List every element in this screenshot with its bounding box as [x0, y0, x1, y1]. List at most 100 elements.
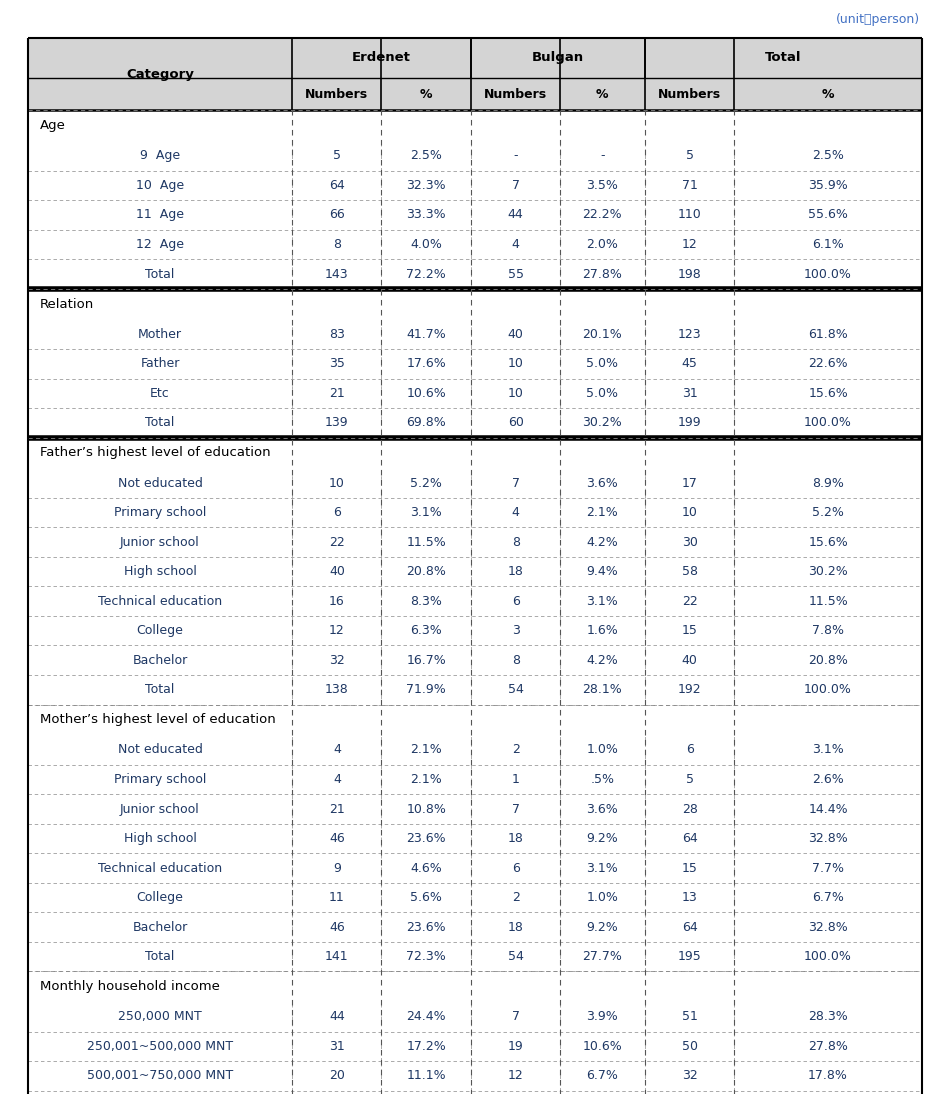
Text: 6: 6 [512, 595, 519, 607]
Text: 22: 22 [329, 536, 344, 548]
Text: Father: Father [140, 358, 180, 370]
Text: 32.3%: 32.3% [407, 179, 446, 191]
Text: 17: 17 [682, 477, 697, 489]
Text: 32: 32 [329, 654, 344, 666]
Text: 64: 64 [682, 833, 697, 845]
Text: Category: Category [126, 68, 194, 81]
Text: 11.5%: 11.5% [407, 536, 446, 548]
Text: Technical education: Technical education [98, 595, 222, 607]
Text: Mother: Mother [138, 328, 182, 340]
Text: 20.8%: 20.8% [407, 566, 446, 578]
Text: 10: 10 [508, 387, 523, 399]
Text: 3.1%: 3.1% [410, 507, 442, 519]
Text: 5: 5 [686, 150, 694, 162]
Text: %: % [821, 88, 835, 101]
Text: 20: 20 [329, 1070, 344, 1082]
Text: 28.1%: 28.1% [582, 684, 622, 696]
Text: 5.2%: 5.2% [812, 507, 844, 519]
Text: 4: 4 [512, 238, 519, 251]
Text: 46: 46 [329, 921, 344, 933]
Text: 51: 51 [682, 1011, 697, 1023]
Text: 83: 83 [329, 328, 344, 340]
Text: 3.6%: 3.6% [586, 803, 618, 815]
Text: 6: 6 [686, 744, 694, 756]
Text: 40: 40 [682, 654, 697, 666]
Text: Total: Total [145, 417, 175, 429]
Text: 10.6%: 10.6% [582, 1040, 622, 1052]
Text: 5: 5 [333, 150, 341, 162]
Text: 18: 18 [508, 566, 523, 578]
Text: 60: 60 [508, 417, 523, 429]
Text: 2.1%: 2.1% [586, 507, 618, 519]
Text: 28.3%: 28.3% [808, 1011, 848, 1023]
Text: 11.5%: 11.5% [808, 595, 848, 607]
Text: 23.6%: 23.6% [407, 833, 446, 845]
Text: 5.0%: 5.0% [586, 358, 618, 370]
Text: Technical education: Technical education [98, 862, 222, 874]
Text: 11: 11 [329, 892, 344, 904]
Text: 32.8%: 32.8% [808, 833, 848, 845]
Text: 17.8%: 17.8% [808, 1070, 848, 1082]
Text: 18: 18 [508, 833, 523, 845]
Text: 3.1%: 3.1% [812, 744, 844, 756]
Text: 44: 44 [329, 1011, 344, 1023]
Text: 250,001~500,000 MNT: 250,001~500,000 MNT [87, 1040, 233, 1052]
Text: 3.1%: 3.1% [586, 862, 618, 874]
Text: 141: 141 [325, 951, 349, 963]
Text: 8: 8 [512, 536, 519, 548]
Text: Monthly household income: Monthly household income [40, 980, 219, 993]
Text: 35.9%: 35.9% [808, 179, 848, 191]
Text: 1.0%: 1.0% [586, 892, 618, 904]
Text: College: College [136, 892, 183, 904]
Text: 32.8%: 32.8% [808, 921, 848, 933]
Text: 21: 21 [329, 803, 344, 815]
Text: 58: 58 [681, 566, 698, 578]
Text: 7: 7 [512, 179, 519, 191]
Text: 11  Age: 11 Age [136, 209, 184, 221]
Text: Total: Total [765, 51, 802, 65]
Text: 5.6%: 5.6% [410, 892, 442, 904]
Text: 4.0%: 4.0% [410, 238, 442, 251]
Text: High school: High school [123, 833, 197, 845]
Text: Total: Total [145, 951, 175, 963]
Text: 5.2%: 5.2% [410, 477, 442, 489]
Text: 18: 18 [508, 921, 523, 933]
Text: %: % [420, 88, 433, 101]
Text: 40: 40 [508, 328, 523, 340]
Text: 64: 64 [682, 921, 697, 933]
Text: 66: 66 [329, 209, 344, 221]
Text: -: - [600, 150, 604, 162]
Text: (unit：person): (unit：person) [837, 13, 920, 26]
Text: 6: 6 [512, 862, 519, 874]
Text: 4.2%: 4.2% [586, 654, 618, 666]
Text: 143: 143 [325, 268, 349, 280]
Text: 20.8%: 20.8% [808, 654, 848, 666]
Text: 35: 35 [329, 358, 344, 370]
Text: Not educated: Not educated [118, 744, 202, 756]
Text: 9  Age: 9 Age [140, 150, 180, 162]
Text: 31: 31 [329, 1040, 344, 1052]
Text: 72.3%: 72.3% [407, 951, 446, 963]
Text: 12  Age: 12 Age [136, 238, 184, 251]
Text: 4: 4 [333, 773, 341, 785]
Text: 15.6%: 15.6% [808, 387, 848, 399]
Text: 110: 110 [678, 209, 702, 221]
Text: 100.0%: 100.0% [805, 268, 852, 280]
Text: High school: High school [123, 566, 197, 578]
Text: 8.9%: 8.9% [812, 477, 844, 489]
Text: 10.6%: 10.6% [407, 387, 446, 399]
Text: Father’s highest level of education: Father’s highest level of education [40, 446, 270, 459]
Text: 10: 10 [329, 477, 344, 489]
Text: 17.2%: 17.2% [407, 1040, 446, 1052]
Text: -: - [514, 150, 518, 162]
Text: .5%: .5% [590, 773, 614, 785]
Text: 7: 7 [512, 803, 519, 815]
Text: 61.8%: 61.8% [808, 328, 848, 340]
Text: Numbers: Numbers [484, 88, 548, 101]
Text: 8.3%: 8.3% [410, 595, 442, 607]
Text: 16: 16 [329, 595, 344, 607]
Text: 12: 12 [682, 238, 697, 251]
Text: 198: 198 [678, 268, 702, 280]
Text: Junior school: Junior school [120, 536, 199, 548]
Text: 192: 192 [678, 684, 702, 696]
